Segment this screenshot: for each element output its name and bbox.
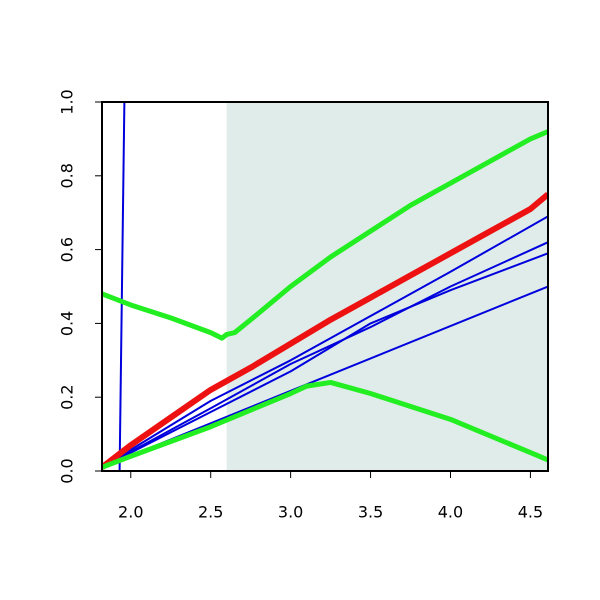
- y-tick-label: 0.8: [58, 163, 77, 188]
- x-tick-label: 2.5: [198, 503, 223, 522]
- y-tick-label: 0.6: [58, 237, 77, 262]
- x-tick-label: 2.0: [118, 503, 143, 522]
- line: [102, 252, 548, 469]
- x-tick-label: 3.0: [278, 503, 303, 522]
- y-tick-label: 0.0: [58, 458, 77, 483]
- plot-box: [101, 101, 549, 472]
- line: [102, 215, 548, 469]
- y-tick-label: 0.2: [58, 384, 77, 409]
- x-tick-label: 4.0: [438, 503, 463, 522]
- line: [102, 241, 548, 469]
- line: [102, 102, 548, 471]
- x-tick-label: 3.5: [358, 503, 383, 522]
- x-tick-label: 4.5: [518, 503, 543, 522]
- y-tick-label: 0.4: [58, 311, 77, 336]
- y-tick-label: 1.0: [58, 89, 77, 114]
- line: [102, 191, 548, 470]
- line: [102, 379, 548, 470]
- line: [102, 129, 548, 341]
